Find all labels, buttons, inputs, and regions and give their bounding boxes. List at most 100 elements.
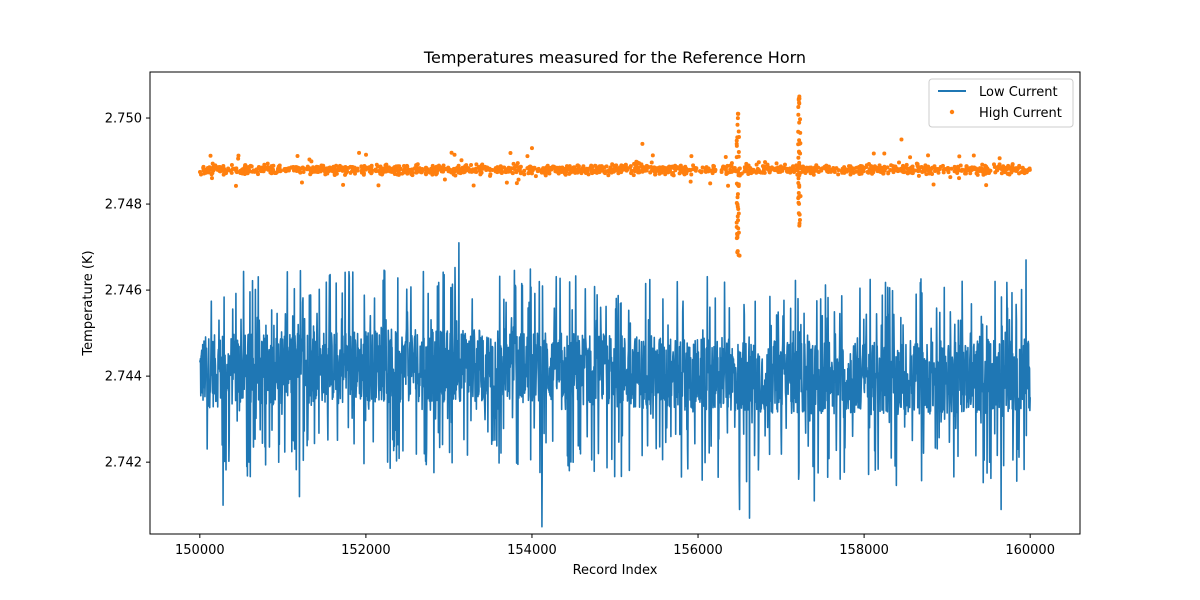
scatter-point bbox=[782, 162, 787, 167]
scatter-point bbox=[1009, 170, 1014, 175]
scatter-point bbox=[1017, 171, 1022, 176]
scatter-point bbox=[288, 165, 293, 170]
scatter-point bbox=[957, 154, 962, 159]
scatter-point bbox=[361, 172, 366, 177]
y-axis-label: Temperature (K) bbox=[81, 250, 96, 356]
scatter-point bbox=[474, 162, 479, 167]
scatter-point bbox=[341, 182, 346, 187]
series-line-low-current bbox=[199, 241, 1031, 528]
scatter-point bbox=[798, 194, 803, 199]
scatter-point bbox=[500, 165, 505, 170]
scatter-point bbox=[322, 169, 327, 174]
scatter-point bbox=[977, 168, 982, 173]
scatter-point bbox=[560, 165, 565, 170]
scatter-point bbox=[202, 168, 207, 173]
scatter-point bbox=[916, 168, 921, 173]
scatter-point bbox=[570, 166, 575, 171]
scatter-point bbox=[364, 152, 369, 157]
scatter-point bbox=[208, 153, 213, 158]
scatter-point bbox=[282, 167, 287, 172]
scatter-point bbox=[332, 173, 337, 178]
scatter-point bbox=[376, 183, 381, 188]
x-axis-label: Record Index bbox=[573, 563, 658, 578]
scatter-point bbox=[667, 169, 672, 174]
scatter-point bbox=[269, 164, 274, 169]
y-tick-label: 2.744 bbox=[105, 370, 142, 385]
scatter-point bbox=[735, 214, 740, 219]
scatter-point bbox=[508, 169, 513, 174]
scatter-point bbox=[333, 169, 338, 174]
scatter-point bbox=[797, 217, 802, 222]
scatter-point bbox=[240, 167, 245, 172]
scatter-point bbox=[796, 104, 801, 109]
scatter-point bbox=[879, 168, 884, 173]
scatter-point bbox=[734, 220, 739, 225]
scatter-point bbox=[374, 162, 379, 167]
scatter-point bbox=[480, 162, 485, 167]
scatter-point bbox=[478, 171, 483, 176]
scatter-point bbox=[932, 164, 937, 169]
scatter-point bbox=[836, 168, 841, 173]
scatter-point bbox=[997, 156, 1002, 161]
scatter-point bbox=[378, 164, 383, 169]
scatter-point bbox=[744, 164, 749, 169]
scatter-point bbox=[632, 169, 637, 174]
scatter-point bbox=[297, 166, 302, 171]
scatter-point bbox=[352, 165, 357, 170]
scatter-point bbox=[1010, 165, 1015, 170]
scatter-point bbox=[816, 165, 821, 170]
scatter-point bbox=[901, 168, 906, 173]
scatter-point bbox=[700, 165, 705, 170]
scatter-point bbox=[485, 167, 490, 172]
legend-label-high-current: High Current bbox=[979, 106, 1062, 121]
scatter-point bbox=[875, 169, 880, 174]
scatter-point bbox=[467, 169, 472, 174]
scatter-point bbox=[390, 169, 395, 174]
scatter-point bbox=[545, 163, 550, 168]
scatter-point bbox=[504, 180, 509, 185]
x-tick-label: 158000 bbox=[839, 543, 889, 558]
scatter-point bbox=[340, 165, 345, 170]
scatter-point bbox=[888, 167, 893, 172]
scatter-point bbox=[650, 153, 655, 158]
scatter-point bbox=[629, 168, 634, 173]
scatter-point bbox=[796, 129, 801, 134]
scatter-point bbox=[653, 169, 658, 174]
scatter-point bbox=[394, 166, 399, 171]
scatter-point bbox=[352, 169, 357, 174]
scatter-point bbox=[209, 172, 214, 177]
scatter-point bbox=[470, 167, 475, 172]
scatter-point bbox=[687, 167, 692, 172]
scatter-point bbox=[612, 164, 617, 169]
scatter-point bbox=[522, 168, 527, 173]
scatter-point bbox=[882, 164, 887, 169]
scatter-point bbox=[275, 169, 280, 174]
scatter-point bbox=[514, 163, 519, 168]
scatter-point bbox=[796, 211, 801, 216]
scatter-point bbox=[449, 150, 454, 155]
scatter-point bbox=[336, 166, 341, 171]
scatter-point bbox=[229, 170, 234, 175]
scatter-point bbox=[983, 171, 988, 176]
scatter-point bbox=[796, 200, 801, 205]
scatter-point bbox=[402, 163, 406, 168]
scatter-point bbox=[359, 164, 364, 169]
scatter-point bbox=[796, 149, 801, 154]
scatter-point bbox=[497, 165, 502, 170]
x-tick-label: 150000 bbox=[175, 543, 225, 558]
scatter-point bbox=[663, 172, 668, 177]
scatter-point bbox=[529, 170, 534, 175]
scatter-point bbox=[424, 172, 429, 177]
scatter-point bbox=[613, 167, 618, 172]
scatter-point bbox=[543, 171, 548, 176]
scatter-point bbox=[689, 154, 694, 159]
y-tick-label: 2.746 bbox=[105, 284, 142, 299]
scatter-point bbox=[797, 160, 802, 165]
scatter-point bbox=[480, 166, 485, 171]
scatter-point bbox=[302, 166, 307, 171]
scatter-point bbox=[383, 163, 388, 168]
scatter-point bbox=[452, 152, 457, 157]
scatter-point bbox=[798, 117, 803, 122]
scatter-point bbox=[802, 167, 807, 172]
scatter-point bbox=[610, 168, 615, 173]
